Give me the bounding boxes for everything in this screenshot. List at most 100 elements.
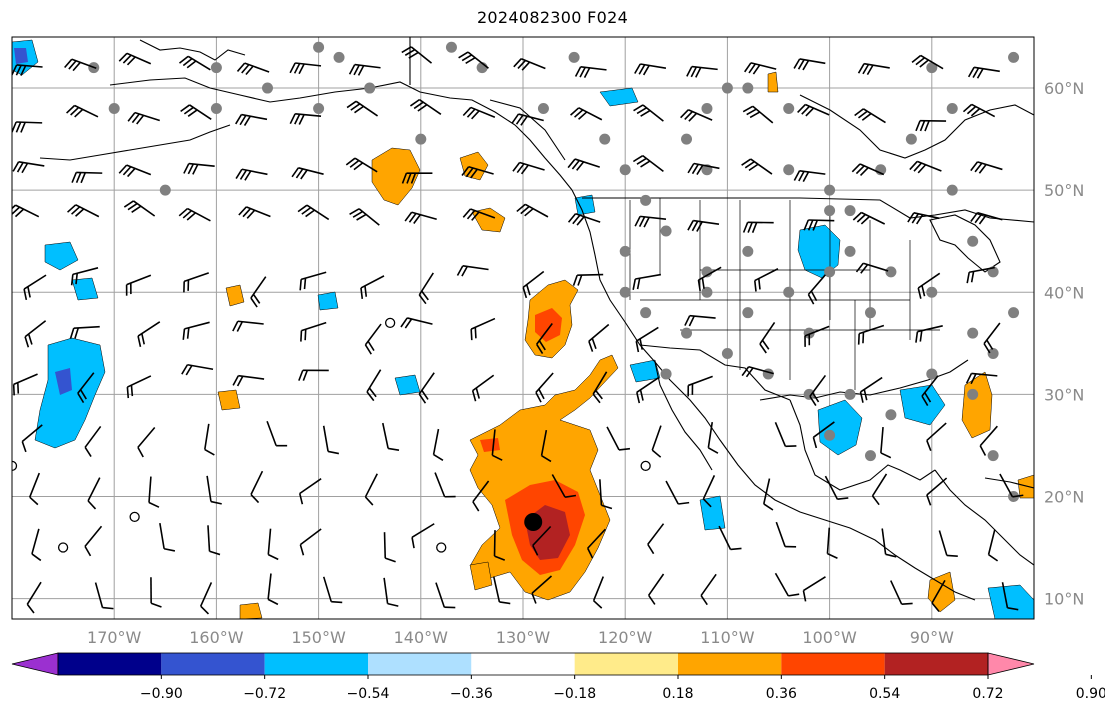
wind-barb (299, 271, 327, 291)
patch-orange-11 (767, 71, 779, 93)
storm-center-marker[interactable] (524, 513, 543, 531)
wind-barb (289, 113, 322, 125)
wind-barb (574, 65, 607, 78)
wind-barb (148, 476, 160, 508)
wind-barb (890, 580, 913, 605)
wind-barb (632, 154, 664, 173)
station-dot (783, 164, 795, 176)
longitude-label: 110°W (700, 628, 755, 647)
positive-anomaly-shading (217, 71, 1034, 619)
station-dot (946, 184, 958, 196)
wind-barb (178, 55, 211, 71)
wind-barb (150, 577, 162, 608)
wind-barb (401, 46, 433, 64)
wind-barb (235, 113, 268, 126)
longitude-label: 150°W (291, 628, 346, 647)
wind-barb (572, 273, 604, 286)
colorbar-extend-min (11, 652, 59, 676)
wind-barb (907, 212, 940, 225)
wind-barb (84, 525, 103, 557)
wind-barb (298, 478, 322, 505)
colorbar-segment (58, 653, 162, 675)
wind-barb (181, 363, 214, 376)
wind-barb (793, 58, 826, 71)
wind-barb (759, 322, 776, 354)
wind-barb (345, 157, 378, 173)
wind-barb (700, 573, 717, 606)
wind-barb (599, 479, 613, 510)
wind-barb (69, 325, 100, 339)
latitude-label: 50°N (1044, 181, 1084, 200)
wind-barb (236, 62, 270, 76)
station-dot (824, 184, 836, 196)
wind-barb (435, 582, 456, 609)
patch-orange-4 (225, 284, 245, 307)
wind-barb (123, 200, 156, 217)
wind-barb (434, 472, 456, 498)
patch-orange-3 (471, 207, 506, 233)
wind-barb (12, 64, 43, 76)
station-dot (159, 184, 171, 196)
longitude-label: 90°W (910, 628, 954, 647)
wind-barb (570, 107, 603, 121)
patch-blue-west-2 (44, 241, 79, 271)
wind-barb (931, 580, 946, 612)
wind-barb (366, 369, 382, 402)
wind-barb (632, 273, 662, 290)
station-dot (537, 102, 549, 114)
wind-barb (634, 63, 667, 76)
wind-barb (289, 62, 322, 75)
station-dot (108, 102, 120, 114)
wind-barb (687, 162, 720, 175)
wind-barb (235, 168, 268, 181)
wind-barb (400, 317, 433, 329)
station-dot (445, 41, 457, 53)
wind-barb (471, 374, 495, 402)
wind-barb (915, 119, 947, 132)
colorbar-tick-label: 0.54 (869, 686, 900, 702)
patch-blue-mid-2 (317, 291, 339, 311)
patch-blue-west-3 (71, 277, 99, 301)
wind-barb (87, 477, 101, 510)
station-dot (783, 102, 795, 114)
plume-red-north (535, 308, 562, 342)
colorbar-tick-label: −0.72 (243, 686, 286, 702)
wind-barb (911, 54, 944, 70)
station-dot (1008, 307, 1020, 319)
gulf-of-mexico (759, 359, 969, 491)
wind-barb (66, 104, 99, 118)
wind-barb (859, 376, 883, 403)
station-dot (364, 82, 376, 94)
station-dot (844, 205, 856, 217)
patch-orange-nw (371, 147, 421, 206)
patch-blue-southwest (629, 359, 661, 383)
calm-wind-circles (12, 317, 651, 553)
wind-barb (855, 262, 889, 274)
us-mexico-border (639, 344, 791, 401)
wind-barb (966, 266, 995, 284)
latitude-label: 30°N (1044, 385, 1084, 404)
wind-barb (12, 204, 40, 218)
station-dot (783, 286, 795, 298)
wind-barb (232, 374, 265, 387)
calm-circle (384, 317, 396, 329)
colorbar-segment (781, 653, 885, 675)
map-title: 2024082300 F024 (476, 8, 629, 27)
longitude-label: 160°W (189, 628, 244, 647)
hudson-bay-coast (799, 94, 1034, 159)
wind-barb (418, 272, 434, 305)
wind-barb (970, 161, 1003, 174)
wind-barb (871, 473, 888, 506)
wind-barb (513, 57, 546, 71)
wind-barb (540, 429, 552, 463)
wind-barb (126, 375, 152, 399)
wind-barb (381, 422, 400, 451)
wind-barb (267, 528, 279, 561)
wind-barb (983, 322, 1001, 354)
wind-barb (511, 113, 544, 126)
wind-barb (567, 213, 601, 226)
wind-barb (383, 577, 399, 607)
wind-barb (707, 421, 719, 454)
calm-circle (12, 460, 18, 471)
